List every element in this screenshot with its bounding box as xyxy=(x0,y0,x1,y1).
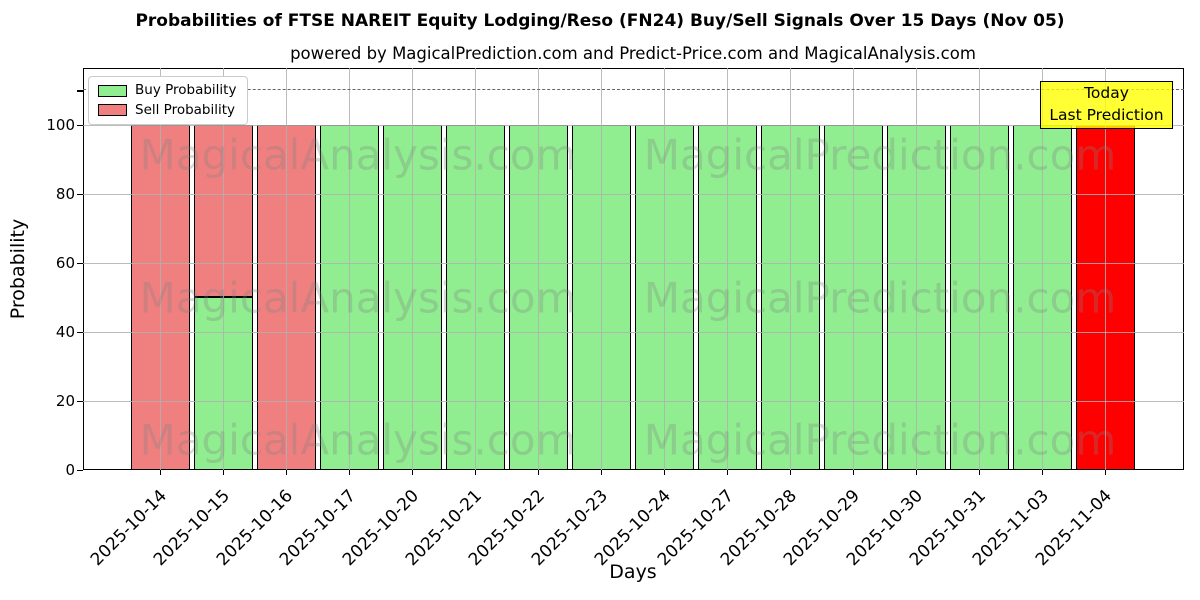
chart-subtitle: powered by MagicalPrediction.com and Pre… xyxy=(290,44,976,63)
x-tick xyxy=(160,470,162,475)
sell-swatch-icon xyxy=(98,104,127,117)
x-tick xyxy=(475,470,477,475)
legend-label-buy: Buy Probability xyxy=(135,82,237,98)
gridline-vertical xyxy=(789,68,791,470)
gridline-vertical xyxy=(1041,68,1043,470)
y-tick-label: 0 xyxy=(65,461,75,479)
gridline-horizontal xyxy=(83,400,1184,402)
x-tick xyxy=(916,470,918,475)
gridline-horizontal xyxy=(83,262,1184,264)
y-tick xyxy=(77,90,83,92)
y-tick xyxy=(77,262,83,265)
gridline-vertical xyxy=(285,68,287,470)
reference-dashed-line xyxy=(83,89,1184,91)
gridline-vertical xyxy=(726,68,728,470)
x-tick xyxy=(979,470,981,475)
y-tick-label: 100 xyxy=(46,115,75,134)
gridline-vertical xyxy=(411,68,413,470)
today-annotation-line1: Today xyxy=(1084,84,1129,103)
y-tick xyxy=(77,331,83,334)
chart-title: Probabilities of FTSE NAREIT Equity Lodg… xyxy=(135,11,1065,31)
gridline-horizontal xyxy=(83,124,1184,126)
gridline-vertical xyxy=(159,68,161,470)
x-tick xyxy=(286,470,288,475)
gridline-vertical xyxy=(978,68,980,470)
gridline-vertical xyxy=(663,68,665,470)
x-tick xyxy=(664,470,666,475)
legend: Buy Probability Sell Probability xyxy=(88,76,249,125)
y-tick xyxy=(77,124,83,127)
x-tick xyxy=(1042,470,1044,475)
gridline-vertical xyxy=(537,68,539,470)
y-tick-label: 80 xyxy=(55,184,75,203)
x-tick xyxy=(412,470,414,475)
x-tick xyxy=(790,470,792,475)
legend-entry-sell: Sell Probability xyxy=(98,101,236,118)
y-tick-label: 40 xyxy=(55,322,75,341)
legend-label-sell: Sell Probability xyxy=(135,101,236,118)
gridline-horizontal xyxy=(83,331,1184,333)
today-annotation-box: Today Last Prediction xyxy=(1040,81,1173,129)
x-tick xyxy=(223,470,225,475)
y-tick xyxy=(77,193,83,196)
today-annotation-line2: Last Prediction xyxy=(1049,106,1164,124)
plot-area-border xyxy=(83,68,1184,470)
gridline-vertical xyxy=(1104,68,1106,470)
x-tick xyxy=(349,470,351,475)
legend-entry-buy: Buy Probability xyxy=(98,82,237,98)
gridline-vertical xyxy=(474,68,476,470)
gridline-vertical xyxy=(348,68,350,470)
y-tick-label: 60 xyxy=(55,253,75,272)
gridline-vertical xyxy=(852,68,854,470)
gridline-vertical xyxy=(222,68,224,470)
x-tick xyxy=(601,470,603,475)
y-axis-label: Probability xyxy=(7,218,29,320)
x-tick xyxy=(1105,470,1107,475)
buy-swatch-icon xyxy=(98,84,127,97)
gridline-horizontal xyxy=(83,193,1184,195)
y-tick-label: 20 xyxy=(55,391,75,410)
y-tick xyxy=(77,400,83,403)
y-tick xyxy=(77,470,83,472)
x-axis-label: Days xyxy=(609,561,657,583)
gridline-vertical xyxy=(915,68,917,470)
x-tick xyxy=(853,470,855,475)
gridline-vertical xyxy=(600,68,602,470)
x-tick xyxy=(538,470,540,475)
x-tick xyxy=(727,470,729,475)
